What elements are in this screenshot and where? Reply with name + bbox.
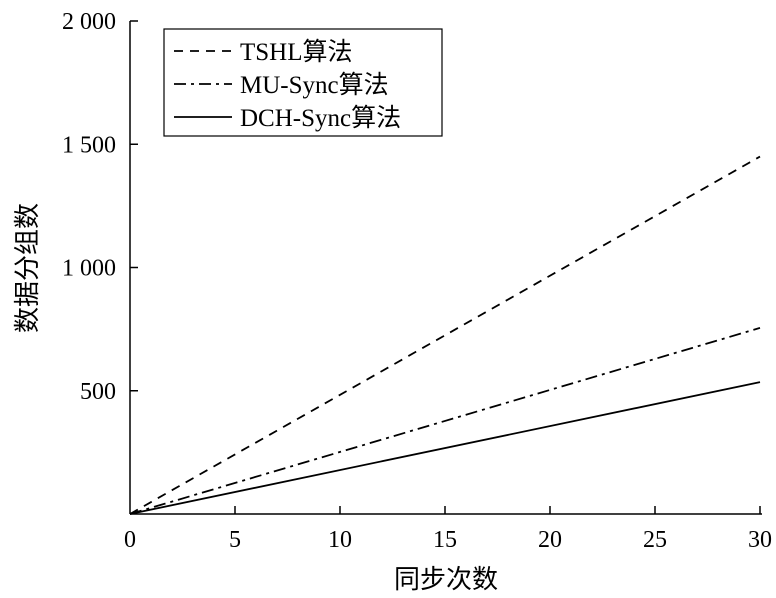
x-axis-label: 同步次数 <box>394 565 498 594</box>
x-ticks: 0 5 10 15 20 25 30 <box>124 506 772 553</box>
legend: TSHL算法 MU-Sync算法 DCH-Sync算法 <box>163 28 443 137</box>
x-tick-label: 30 <box>748 527 772 553</box>
y-axis-label: 数据分组数 <box>13 203 42 333</box>
legend-label: DCH-Sync算法 <box>240 104 401 132</box>
x-tick-label: 25 <box>643 527 667 553</box>
legend-label: TSHL算法 <box>240 38 353 66</box>
x-tick-label: 15 <box>433 527 457 553</box>
x-tick-label: 0 <box>124 527 136 553</box>
x-tick-label: 20 <box>538 527 562 553</box>
x-tick-label: 10 <box>328 527 352 553</box>
series-line <box>129 155 761 515</box>
series-group <box>129 155 761 515</box>
y-tick-label: 1 500 <box>62 132 116 158</box>
x-tick-label: 5 <box>229 527 241 553</box>
y-tick-label: 2 000 <box>62 9 116 35</box>
series-line <box>129 327 761 515</box>
legend-label: MU-Sync算法 <box>240 71 389 99</box>
y-ticks: 500 1 000 1 500 2 000 <box>62 9 138 405</box>
y-tick-label: 1 000 <box>62 256 116 282</box>
legend-box <box>163 28 443 137</box>
series-line <box>129 381 761 515</box>
y-tick-label: 500 <box>80 379 116 405</box>
